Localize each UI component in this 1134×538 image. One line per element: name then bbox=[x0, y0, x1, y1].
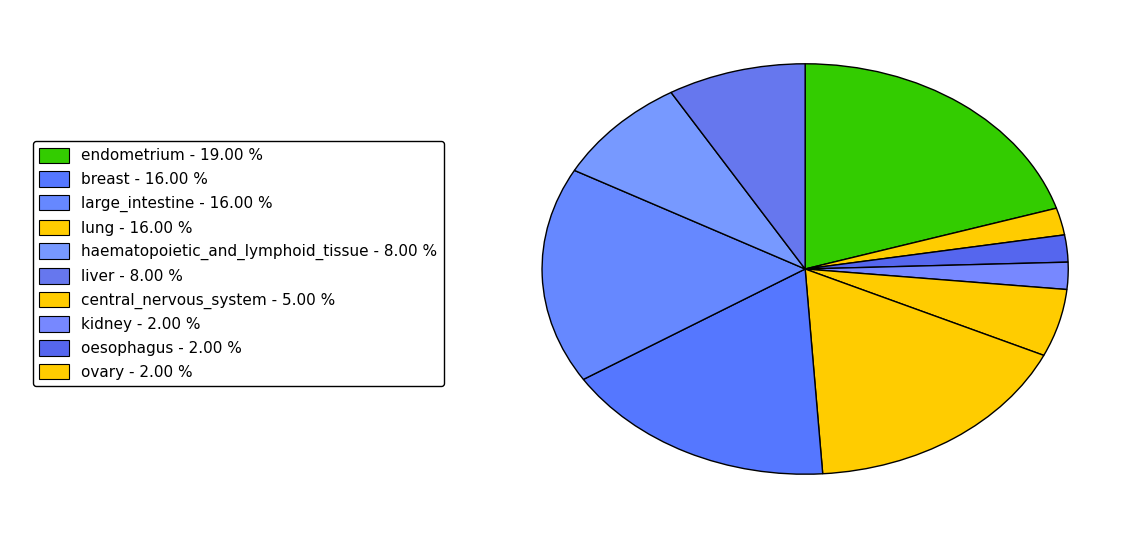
Legend: endometrium - 19.00 %, breast - 16.00 %, large_intestine - 16.00 %, lung - 16.00: endometrium - 19.00 %, breast - 16.00 %,… bbox=[33, 141, 443, 386]
Wedge shape bbox=[805, 262, 1068, 289]
Wedge shape bbox=[805, 208, 1065, 269]
Wedge shape bbox=[583, 269, 822, 474]
Wedge shape bbox=[805, 64, 1057, 269]
Wedge shape bbox=[575, 93, 805, 269]
Wedge shape bbox=[671, 64, 805, 269]
Wedge shape bbox=[805, 269, 1067, 356]
Wedge shape bbox=[805, 235, 1068, 269]
Wedge shape bbox=[805, 269, 1043, 474]
Wedge shape bbox=[542, 171, 805, 379]
